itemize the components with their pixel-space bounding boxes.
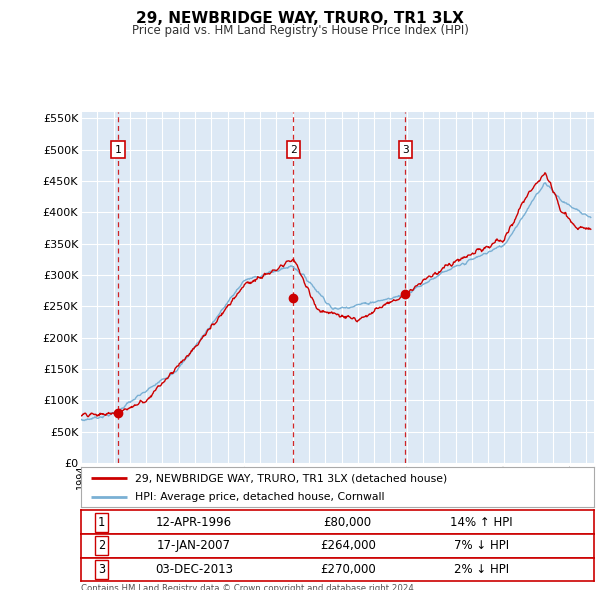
Text: 29, NEWBRIDGE WAY, TRURO, TR1 3LX: 29, NEWBRIDGE WAY, TRURO, TR1 3LX <box>136 11 464 25</box>
Text: 12-APR-1996: 12-APR-1996 <box>156 516 232 529</box>
Text: 1: 1 <box>115 145 122 155</box>
Text: £264,000: £264,000 <box>320 539 376 552</box>
Text: £270,000: £270,000 <box>320 563 376 576</box>
Text: 2: 2 <box>290 145 297 155</box>
Text: 03-DEC-2013: 03-DEC-2013 <box>155 563 233 576</box>
Text: £80,000: £80,000 <box>323 516 372 529</box>
Text: 3: 3 <box>98 563 105 576</box>
Text: 2% ↓ HPI: 2% ↓ HPI <box>454 563 509 576</box>
Text: 14% ↑ HPI: 14% ↑ HPI <box>450 516 512 529</box>
Text: 29, NEWBRIDGE WAY, TRURO, TR1 3LX (detached house): 29, NEWBRIDGE WAY, TRURO, TR1 3LX (detac… <box>135 473 447 483</box>
Text: Contains HM Land Registry data © Crown copyright and database right 2024.
This d: Contains HM Land Registry data © Crown c… <box>81 584 416 590</box>
Text: Price paid vs. HM Land Registry's House Price Index (HPI): Price paid vs. HM Land Registry's House … <box>131 24 469 37</box>
Text: 7% ↓ HPI: 7% ↓ HPI <box>454 539 509 552</box>
Text: 17-JAN-2007: 17-JAN-2007 <box>157 539 231 552</box>
Text: 2: 2 <box>98 539 105 552</box>
Text: 3: 3 <box>402 145 409 155</box>
Text: HPI: Average price, detached house, Cornwall: HPI: Average price, detached house, Corn… <box>135 491 385 502</box>
Text: 1: 1 <box>98 516 105 529</box>
